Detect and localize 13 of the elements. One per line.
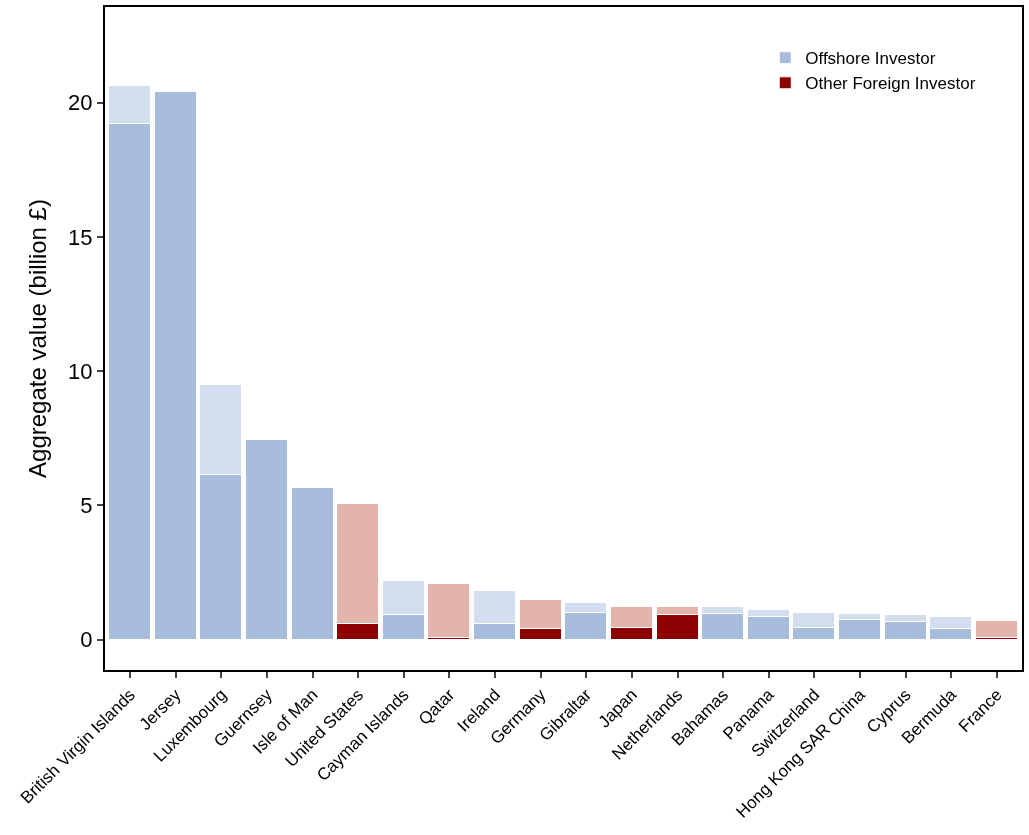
y-axis-title: Aggregate value (billion £) <box>23 199 51 478</box>
y-tick-label: 10 <box>68 358 93 384</box>
legend-label: Other Foreign Investor <box>805 74 976 94</box>
legend-label: Offshore Investor <box>805 49 936 69</box>
bar <box>975 620 1018 638</box>
y-tick-label: 5 <box>80 493 93 519</box>
y-tick-label: 15 <box>68 224 93 250</box>
bar <box>291 487 334 640</box>
bar <box>427 583 470 638</box>
y-tick-label: 20 <box>68 90 93 116</box>
y-tick-label: 0 <box>80 627 93 653</box>
bar <box>154 91 197 640</box>
bar <box>245 439 288 640</box>
